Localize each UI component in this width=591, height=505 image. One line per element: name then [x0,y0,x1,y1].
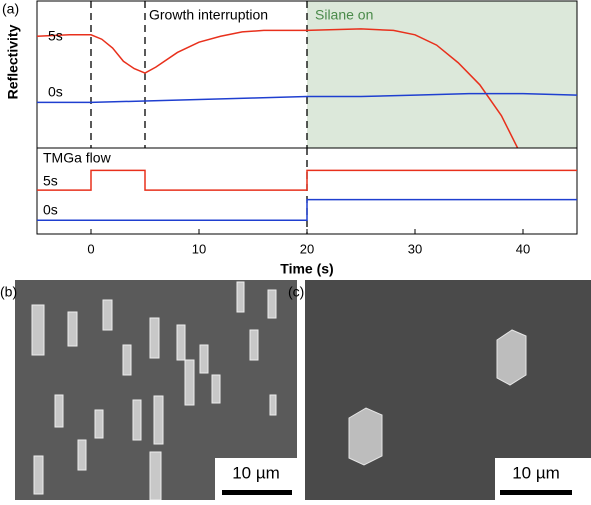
x-axis-label: Time (s) [280,261,333,277]
series-line [37,169,577,191]
panel-label: (b) [0,284,17,300]
x-tick-label: 30 [408,241,422,256]
annotation: Growth interruption [149,7,268,23]
x-tick-label: 20 [300,241,314,256]
scale-label: 10 µm [232,463,280,482]
sem-image-c [305,280,591,500]
scale-label: 10 µm [512,463,560,482]
pillar [496,329,527,386]
y-axis-label: Reflectivity [5,24,21,99]
shaded-region [307,1,577,148]
scale-bar [222,490,292,495]
annotation: Silane on [315,7,373,23]
series-line [37,198,577,221]
series-label: 0s [48,84,63,100]
series-line [37,92,578,104]
series-line [36,28,519,149]
x-tick-label: 40 [516,241,530,256]
pillar [348,407,383,466]
pillars [31,281,277,501]
x-tick-label: 10 [192,241,206,256]
x-tick-label: 0 [87,241,94,256]
sem-image-b [15,280,297,501]
panel-label: (c) [288,284,304,300]
panel-label: (a) [2,1,19,17]
series-label: 5s [43,173,58,189]
scale-bar [500,490,572,495]
chart-title: TMGa flow [43,150,112,166]
series-label: 0s [43,202,58,218]
series-label: 5s [48,28,63,44]
